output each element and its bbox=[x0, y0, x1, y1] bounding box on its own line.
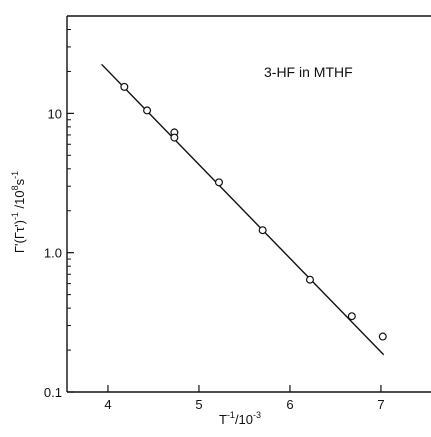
data-point bbox=[120, 82, 129, 91]
y-tick-label: 10 bbox=[48, 106, 62, 121]
y-axis-ticks: 0.1 1.0 10 bbox=[44, 15, 74, 400]
plot-frame bbox=[66, 15, 431, 393]
x-tick-label: 4 bbox=[104, 397, 111, 412]
x-axis-ticks: 4 5 6 7 bbox=[104, 385, 385, 412]
x-axis-label: T-1/10-3 bbox=[219, 410, 261, 427]
data-point bbox=[170, 133, 179, 142]
y-tick-label: 0.1 bbox=[44, 385, 62, 400]
fit-line bbox=[101, 63, 385, 356]
x-tick-label: 5 bbox=[195, 397, 202, 412]
data-point bbox=[347, 312, 356, 321]
chart-annotation: 3-HF in MTHF bbox=[264, 64, 353, 80]
y-tick-label: 1.0 bbox=[44, 246, 62, 261]
data-point bbox=[214, 178, 223, 187]
data-point bbox=[378, 332, 387, 341]
data-point bbox=[305, 275, 314, 284]
fit-line-group bbox=[101, 63, 385, 356]
data-point bbox=[143, 106, 152, 115]
x-tick-label: 7 bbox=[377, 397, 384, 412]
data-point bbox=[258, 226, 267, 235]
y-axis-label: Γ'(Γτ')-1 /108s-1 bbox=[10, 171, 27, 253]
x-tick-label: 6 bbox=[286, 397, 293, 412]
data-points bbox=[120, 82, 387, 341]
